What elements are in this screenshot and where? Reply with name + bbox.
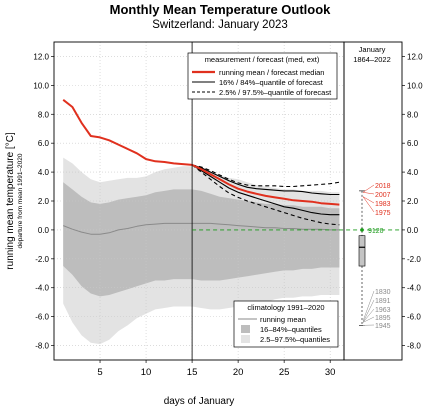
legend-label-clim-mean: running mean <box>260 315 306 324</box>
legend-label-quantile-16-84: 16% / 84%–quantile of forecast <box>219 78 324 87</box>
forecast-legend: measurement / forecast (med, ext) runnin… <box>187 52 338 100</box>
x-tick-label-5: 30 <box>325 367 336 378</box>
x-tick-label-3: 20 <box>233 367 244 378</box>
x-tick-label-0: 5 <box>97 367 102 378</box>
warm-year-label-1: 2007 <box>375 192 391 199</box>
y-tick-label-right-10: 12.0 <box>407 52 423 61</box>
series-group <box>62 99 340 235</box>
x-tick-label-1: 10 <box>141 367 152 378</box>
legend-swatch-clim-2-97 <box>241 335 250 343</box>
y-axis-right: -8.0 -6.0 -4.0 -2.0 0.0 2.0 4.0 6.0 8.0 10.0 12.0 <box>402 52 423 351</box>
cold-year-connector-3 <box>362 316 375 323</box>
climatology-legend-box <box>233 300 339 348</box>
x-axis: 5 10 15 20 25 30 <box>97 360 335 378</box>
y-tick-label-right-0: -8.0 <box>407 342 421 351</box>
y-tick-label-right-1: -6.0 <box>407 313 421 322</box>
current-year-rank-label: 9120 <box>368 228 384 235</box>
climatology-bands <box>63 157 340 345</box>
y-tick-label-right-4: 0.0 <box>407 226 419 235</box>
cold-year-label-4: 1945 <box>375 323 391 330</box>
series-line-3 <box>191 164 340 188</box>
cold-year-label-2: 1963 <box>375 307 391 314</box>
cold-year-connector-0 <box>362 290 375 322</box>
forecast-legend-box <box>187 52 338 100</box>
y-tick-label-right-2: -4.0 <box>407 284 421 293</box>
y-tick-label-left-5: 2.0 <box>38 197 50 206</box>
side-panel-frame <box>343 41 403 361</box>
cold-year-label-3: 1895 <box>375 315 391 322</box>
chart-title: Monthly Mean Temperature Outlook <box>110 2 332 17</box>
side-panel-subtitle: 1864–2022 <box>353 55 391 64</box>
series-line-4 <box>191 164 340 226</box>
legend-label-quantile-2-97: 2.5% / 97.5%–quantile of forecast <box>219 88 332 97</box>
series-line-0 <box>62 99 340 206</box>
chart-subtitle: Switzerland: January 2023 <box>152 19 288 31</box>
y-tick-label-right-7: 6.0 <box>407 139 419 148</box>
legend-label-clim-2-97: 2.5–97.5%–quantiles <box>260 335 330 344</box>
y-tick-label-left-6: 4.0 <box>38 168 50 177</box>
y-axis-sublabel: departure from mean 1991–2020 <box>17 153 24 248</box>
warm-year-label-2: 1983 <box>375 201 391 208</box>
y-tick-label-left-10: 12.0 <box>33 52 49 61</box>
warm-year-connector-3 <box>362 196 375 213</box>
y-axis-left: -8.0 -6.0 -4.0 -2.0 0.0 2.0 4.0 6.0 8.0 10.0 12.0 <box>33 52 54 351</box>
grid-lines <box>54 42 344 360</box>
y-tick-label-left-8: 8.0 <box>38 110 50 119</box>
y-tick-label-left-0: -8.0 <box>35 342 49 351</box>
y-tick-label-left-7: 6.0 <box>38 139 50 148</box>
cold-year-connector-1 <box>362 299 375 323</box>
side-panel-title: January <box>359 45 386 54</box>
y-axis-label: running mean temperature [°C] <box>5 132 16 270</box>
series-line-1 <box>191 164 340 196</box>
y-tick-label-left-3: -2.0 <box>35 255 49 264</box>
series-line-2 <box>191 164 340 216</box>
warm-year-connector-1 <box>362 192 375 195</box>
y-tick-label-right-3: -2.0 <box>407 255 421 264</box>
y-tick-label-right-9: 10.0 <box>407 81 423 90</box>
y-tick-label-left-2: -4.0 <box>35 284 49 293</box>
y-tick-label-left-1: -6.0 <box>35 313 49 322</box>
warm-year-label-0: 2018 <box>375 183 391 190</box>
box-iqr <box>358 235 366 267</box>
climatology-legend-title: climatology 1991–2020 <box>247 303 324 312</box>
y-tick-label-right-5: 2.0 <box>407 197 419 206</box>
y-tick-label-left-9: 10.0 <box>33 81 49 90</box>
legend-label-median: running mean / forecast median <box>219 68 324 77</box>
cold-year-label-0: 1830 <box>375 289 391 296</box>
x-axis-label: days of January <box>164 396 235 407</box>
cold-year-connector-2 <box>362 308 375 323</box>
legend-swatch-clim-16-84 <box>241 325 250 333</box>
x-tick-label-2: 15 <box>187 367 198 378</box>
series-line-5 <box>63 222 340 235</box>
climatology-legend: climatology 1991–2020 running mean 16–84… <box>233 300 339 348</box>
warm-year-label-3: 1975 <box>375 210 391 217</box>
cold-year-label-1: 1891 <box>375 298 391 305</box>
y-tick-label-left-4: 0.0 <box>38 226 50 235</box>
current-year-marker <box>360 228 364 232</box>
y-tick-label-right-8: 8.0 <box>407 110 419 119</box>
forecast-legend-title: measurement / forecast (med, ext) <box>205 55 320 64</box>
x-tick-label-4: 25 <box>279 367 290 378</box>
warm-year-connector-2 <box>362 196 375 204</box>
warm-year-connector-0 <box>362 184 375 193</box>
band-16-84 <box>63 182 340 297</box>
legend-label-clim-16-84: 16–84%–quantiles <box>260 325 322 334</box>
y-tick-label-right-6: 4.0 <box>407 168 419 177</box>
